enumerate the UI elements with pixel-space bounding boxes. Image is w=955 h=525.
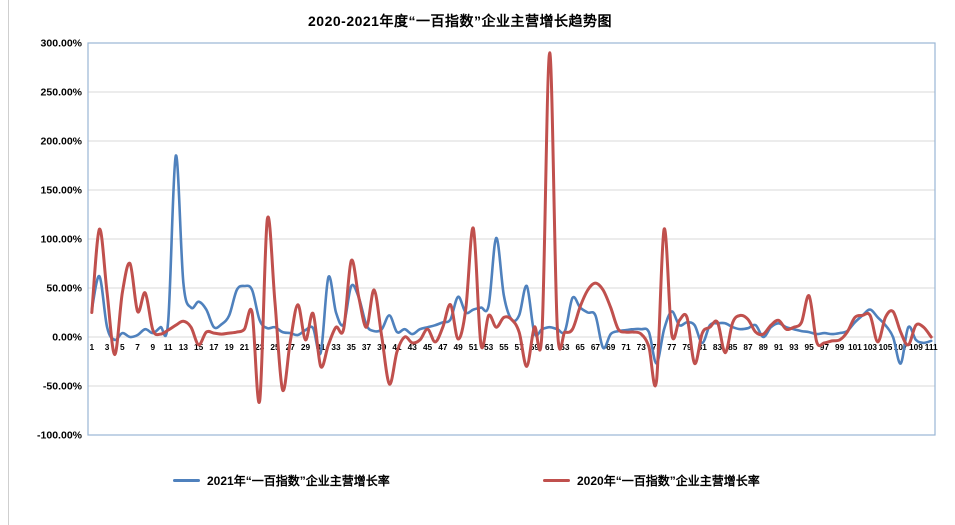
x-axis-tick-label: 33 (331, 342, 341, 352)
legend-label-2020: 2020年“一百指数”企业主营增长率 (577, 473, 760, 488)
x-axis-tick-label: 85 (728, 342, 738, 352)
x-axis-tick-label: 15 (194, 342, 204, 352)
x-axis-tick-label: 43 (408, 342, 418, 352)
y-axis-tick-label: 200.00% (41, 136, 83, 148)
x-axis-tick-label: 57 (515, 342, 525, 352)
x-axis-tick-label: 3 (105, 342, 110, 352)
y-axis-tick-label: 50.00% (46, 283, 82, 295)
x-axis-tick-label: 105 (878, 342, 892, 352)
legend-line-red-icon (543, 478, 570, 482)
legend-item-2021: 2021年“一百指数”企业主营增长率 (173, 472, 390, 488)
x-axis-tick-label: 25 (270, 342, 280, 352)
y-axis-tick-label: 150.00% (41, 185, 83, 197)
x-axis-tick-label: 23 (255, 342, 265, 352)
y-axis-tick-label: 0.00% (52, 332, 82, 344)
legend-label-2021: 2021年“一百指数”企业主营增长率 (207, 473, 390, 488)
x-axis-tick-label: 101 (848, 342, 862, 352)
x-axis-tick-label: 29 (301, 342, 311, 352)
x-axis-tick-label: 93 (789, 342, 799, 352)
x-axis-tick-label: 59 (530, 342, 540, 352)
x-axis-tick-label: 17 (209, 342, 219, 352)
x-axis-tick-label: 21 (240, 342, 250, 352)
x-axis-tick-label: 83 (713, 342, 723, 352)
x-axis-tick-label: 73 (637, 342, 647, 352)
x-axis-tick-label: 87 (743, 342, 753, 352)
y-axis-tick-label: 250.00% (41, 87, 83, 99)
x-axis-tick-label: 77 (667, 342, 677, 352)
x-axis-tick-label: 111 (925, 342, 938, 352)
x-axis-tick-label: 1 (90, 342, 95, 352)
legend-line-blue-icon (173, 478, 200, 482)
x-axis-tick-label: 79 (682, 342, 692, 352)
legend-item-2020: 2020年“一百指数”企业主营增长率 (543, 472, 760, 488)
x-axis-tick-label: 51 (469, 342, 479, 352)
x-axis-tick-label: 63 (560, 342, 570, 352)
chart-title: 2020-2021年度“一百指数”企业主营增长趋势图 (308, 13, 612, 29)
window-left-border (8, 0, 9, 525)
x-axis-tick-label: 7 (135, 342, 140, 352)
x-axis-tick-label: 89 (759, 342, 769, 352)
x-axis-tick-label: 45 (423, 342, 433, 352)
x-axis-tick-label: 107 (894, 342, 908, 352)
x-axis-tick-label: 5 (120, 342, 125, 352)
x-axis-tick-label: 37 (362, 342, 372, 352)
x-axis-tick-label: 69 (606, 342, 616, 352)
x-axis-tick-label: 109 (909, 342, 923, 352)
y-axis-tick-label: -50.00% (43, 381, 83, 393)
x-axis-tick-label: 99 (835, 342, 845, 352)
series-line-2020 (90, 51, 933, 404)
x-axis-tick-label: 65 (576, 342, 586, 352)
x-axis-tick-label: 81 (698, 342, 708, 352)
y-axis-tick-label: 100.00% (41, 234, 83, 246)
x-axis-tick-label: 55 (499, 342, 509, 352)
x-axis-tick-label: 75 (652, 342, 662, 352)
x-axis-tick-label: 13 (179, 342, 189, 352)
x-axis-tick-label: 97 (820, 342, 830, 352)
x-axis-tick-label: 47 (438, 342, 448, 352)
x-axis-tick-label: 95 (804, 342, 814, 352)
x-axis-tick-label: 71 (621, 342, 631, 352)
y-axis-tick-label: 300.00% (41, 38, 83, 50)
x-axis-tick-label: 103 (863, 342, 877, 352)
x-axis-tick-label: 53 (484, 342, 494, 352)
x-axis-tick-label: 19 (225, 342, 235, 352)
x-axis-tick-label: 67 (591, 342, 601, 352)
x-axis-tick-label: 61 (545, 342, 555, 352)
y-axis-tick-label: -100.00% (37, 430, 83, 442)
x-axis-tick-label: 49 (453, 342, 463, 352)
x-axis-tick-label: 9 (151, 342, 156, 352)
x-axis-tick-label: 91 (774, 342, 784, 352)
x-axis-tick-label: 11 (164, 342, 173, 352)
x-axis-tick-label: 35 (347, 342, 357, 352)
